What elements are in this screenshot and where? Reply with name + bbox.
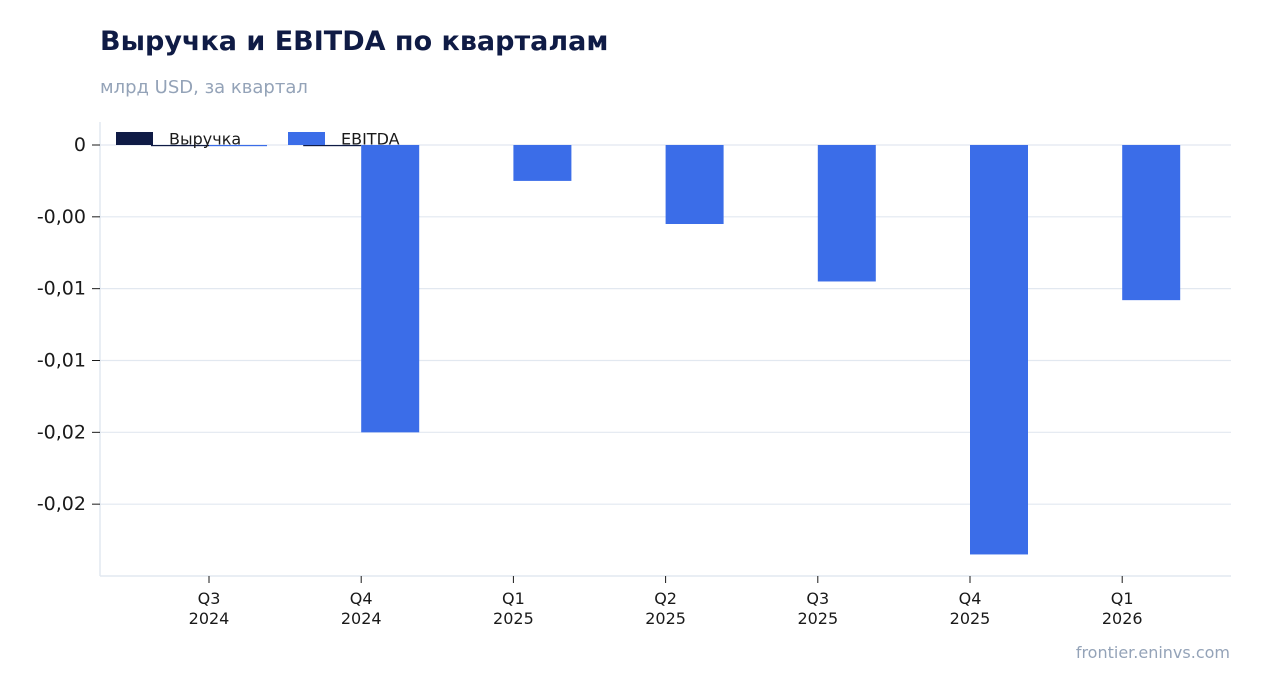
x-tick-label: 2025 — [950, 609, 991, 628]
bar-ebitda — [513, 144, 572, 181]
x-tick-label: Q1 — [502, 589, 525, 608]
x-axis-ticks: Q32024Q42024Q12025Q22025Q32025Q42025Q120… — [189, 576, 1143, 628]
x-tick-label: Q4 — [959, 589, 982, 608]
bar-revenue — [151, 144, 209, 147]
x-tick-label: 2025 — [645, 609, 686, 628]
x-tick-label: Q3 — [806, 589, 829, 608]
bar-ebitda — [361, 144, 420, 433]
x-tick-label: 2024 — [189, 609, 230, 628]
x-tick-label: Q4 — [350, 589, 373, 608]
legend-swatch — [288, 132, 325, 145]
gridlines — [100, 144, 1231, 505]
bar-revenue — [303, 144, 362, 147]
x-tick-label: 2025 — [493, 609, 534, 628]
legend-swatch — [116, 132, 153, 145]
bars — [151, 144, 1181, 555]
source-note: frontier.eninvs.com — [1075, 643, 1230, 662]
bar-ebitda — [665, 144, 724, 225]
x-tick-label: 2024 — [341, 609, 382, 628]
y-axis-ticks: 0 -0,00 -0,01 -0,01 -0,02 -0,02 — [37, 134, 100, 515]
y-tick-label: -0,00 — [37, 206, 86, 228]
legend-label: EBITDA — [341, 130, 400, 149]
legend-label: Выручка — [169, 130, 241, 149]
legend: Выручка EBITDA — [116, 130, 400, 149]
chart-subtitle: млрд USD, за квартал — [100, 77, 308, 98]
axes — [99, 122, 1231, 577]
bar-ebitda — [817, 144, 876, 282]
y-tick-label: -0,02 — [37, 493, 86, 515]
y-tick-label: -0,01 — [37, 349, 86, 371]
bar-ebitda — [1122, 144, 1181, 301]
x-tick-label: 2025 — [797, 609, 838, 628]
chart-title: Выручка и EBITDA по кварталам — [100, 26, 609, 57]
x-tick-label: Q3 — [198, 589, 221, 608]
x-tick-label: Q1 — [1111, 589, 1134, 608]
x-tick-label: Q2 — [654, 589, 677, 608]
y-tick-label: -0,01 — [37, 278, 86, 300]
bar-ebitda — [209, 144, 267, 147]
x-tick-label: 2026 — [1102, 609, 1143, 628]
y-tick-label: -0,02 — [37, 421, 86, 443]
bar-ebitda — [970, 144, 1028, 555]
y-tick-label: 0 — [74, 134, 86, 156]
